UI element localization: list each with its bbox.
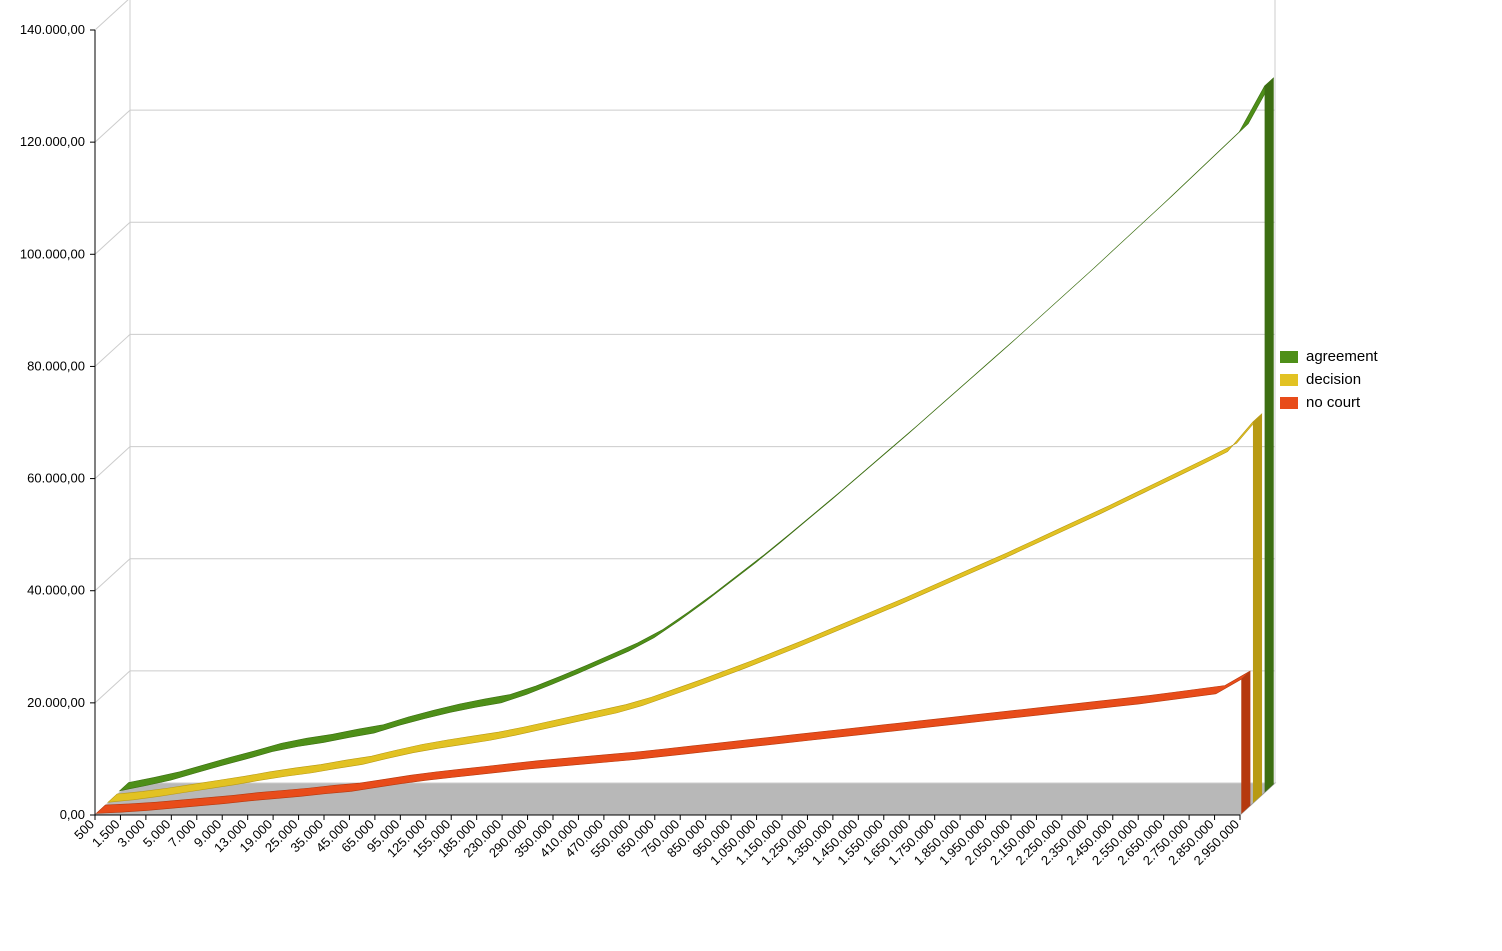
svg-text:60.000,00: 60.000,00: [27, 471, 85, 486]
legend-label-decision: decision: [1306, 371, 1361, 388]
legend-item-no-court: no court: [1280, 394, 1378, 411]
legend-swatch-decision: [1280, 374, 1298, 386]
legend-item-decision: decision: [1280, 371, 1378, 388]
svg-text:7.000: 7.000: [165, 817, 199, 851]
svg-text:40.000,00: 40.000,00: [27, 583, 85, 598]
svg-text:5.000: 5.000: [140, 817, 174, 851]
area-chart: 0,00 20.000,00 40.000,00 60.000,00 80.000,00…: [0, 0, 1502, 951]
svg-text:140.000,00: 140.000,00: [20, 22, 85, 37]
svg-text:20.000,00: 20.000,00: [27, 695, 85, 710]
legend: agreement decision no court: [1280, 348, 1378, 417]
legend-swatch-agreement: [1280, 351, 1298, 363]
svg-text:3.000: 3.000: [114, 817, 148, 851]
svg-text:120.000,00: 120.000,00: [20, 134, 85, 149]
legend-label-no-court: no court: [1306, 394, 1360, 411]
svg-text:80.000,00: 80.000,00: [27, 358, 85, 373]
svg-text:0,00: 0,00: [60, 807, 85, 822]
chart-container: 0,00 20.000,00 40.000,00 60.000,00 80.000,00…: [0, 0, 1502, 951]
svg-text:100.000,00: 100.000,00: [20, 246, 85, 261]
legend-label-agreement: agreement: [1306, 348, 1378, 365]
legend-item-agreement: agreement: [1280, 348, 1378, 365]
legend-swatch-no-court: [1280, 397, 1298, 409]
svg-text:1.500: 1.500: [89, 817, 123, 851]
